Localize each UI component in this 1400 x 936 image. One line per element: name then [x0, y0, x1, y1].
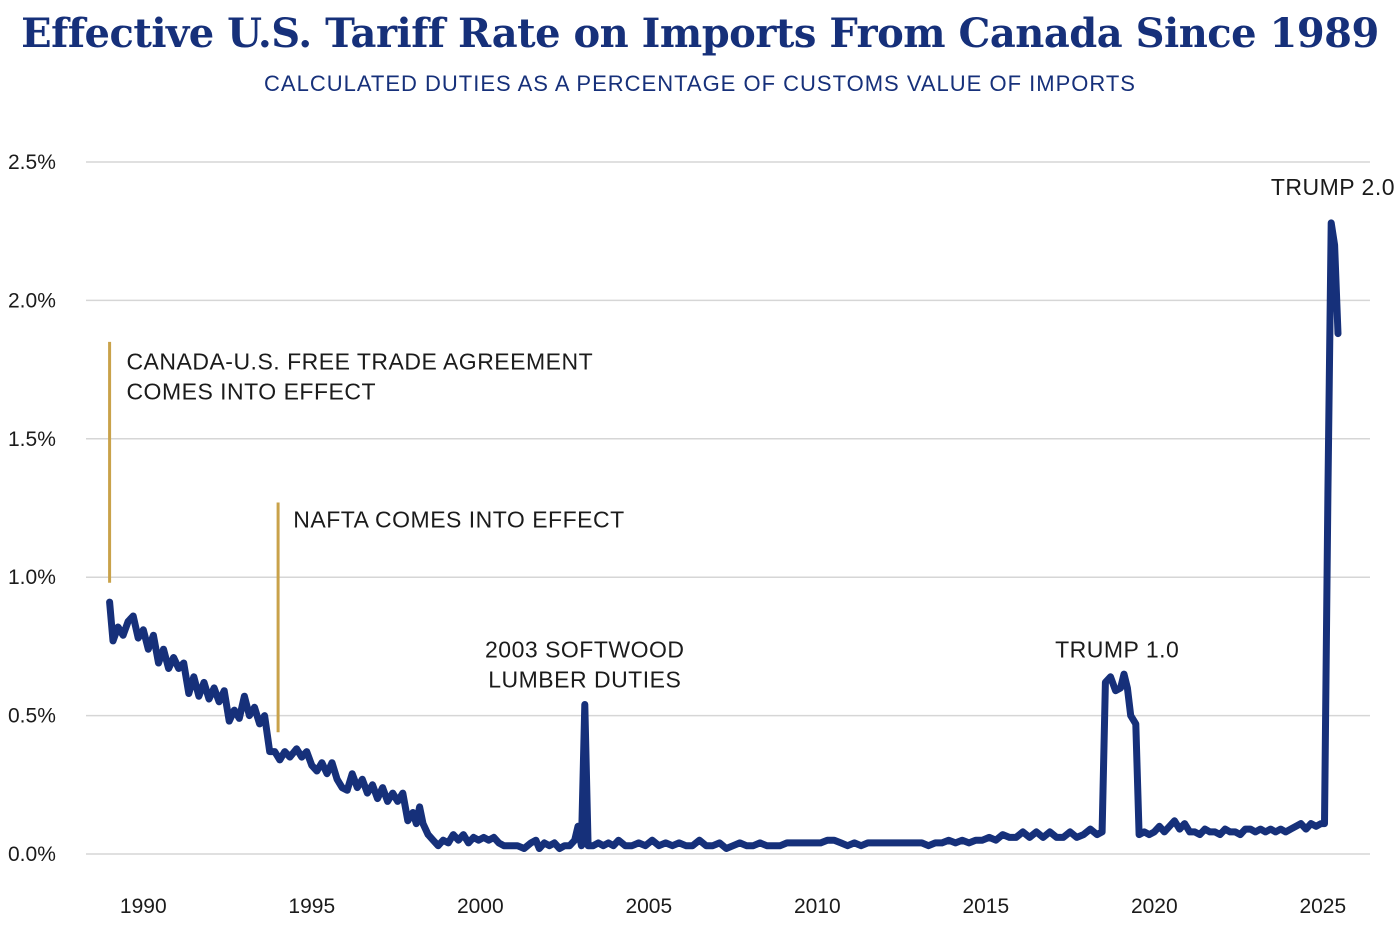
chart-title: Effective U.S. Tariff Rate on Imports Fr…: [21, 10, 1379, 57]
annotation-line: NAFTA COMES INTO EFFECT: [293, 506, 624, 532]
annotation-line: CANADA-U.S. FREE TRADE AGREEMENT: [126, 349, 593, 375]
y-tick-label: 0.5%: [8, 705, 56, 728]
annotation-line: TRUMP 2.0: [1271, 174, 1395, 200]
x-tick-label: 2010: [794, 895, 841, 918]
annotation-line: LUMBER DUTIES: [488, 666, 681, 692]
annotation-fta: CANADA-U.S. FREE TRADE AGREEMENT COMES IN…: [126, 349, 593, 405]
y-tick-label: 2.5%: [8, 151, 56, 174]
annotation-trump2: TRUMP 2.0: [1271, 174, 1395, 200]
annotation-line: 2003 SOFTWOOD: [485, 636, 684, 662]
annotation-line: TRUMP 1.0: [1055, 636, 1179, 662]
x-tick-label: 1995: [288, 895, 335, 918]
annotation-trump1: TRUMP 1.0: [1055, 636, 1179, 662]
y-tick-label: 1.5%: [8, 428, 56, 451]
series-line: [106, 219, 1342, 852]
x-tick-label: 2015: [962, 895, 1009, 918]
y-tick-label: 2.0%: [8, 289, 56, 312]
x-tick-label: 1990: [120, 895, 167, 918]
x-tick-label: 2005: [625, 895, 672, 918]
annotation-nafta: NAFTA COMES INTO EFFECT: [293, 506, 624, 532]
annotation-line: COMES INTO EFFECT: [126, 379, 376, 405]
x-tick-label: 2025: [1299, 895, 1346, 918]
x-tick-label: 2000: [457, 895, 504, 918]
y-tick-label: 0.0%: [8, 843, 56, 866]
chart-subtitle: CALCULATED DUTIES AS A PERCENTAGE OF CUS…: [264, 71, 1136, 96]
y-tick-label: 1.0%: [8, 566, 56, 589]
annotation-softwood: 2003 SOFTWOOD LUMBER DUTIES: [485, 636, 684, 692]
x-tick-label: 2020: [1131, 895, 1178, 918]
